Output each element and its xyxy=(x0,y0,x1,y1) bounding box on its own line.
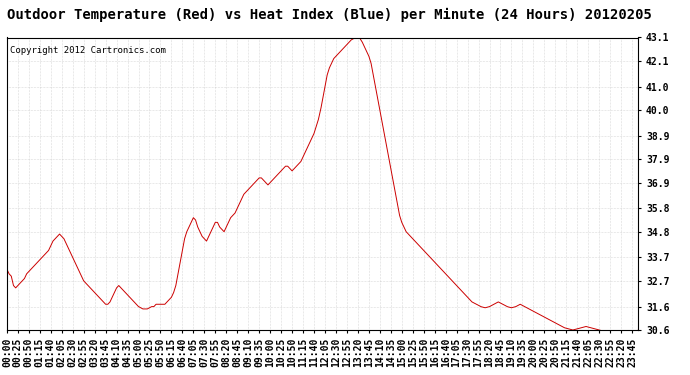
Text: Copyright 2012 Cartronics.com: Copyright 2012 Cartronics.com xyxy=(10,46,166,55)
Text: Outdoor Temperature (Red) vs Heat Index (Blue) per Minute (24 Hours) 20120205: Outdoor Temperature (Red) vs Heat Index … xyxy=(7,8,652,22)
